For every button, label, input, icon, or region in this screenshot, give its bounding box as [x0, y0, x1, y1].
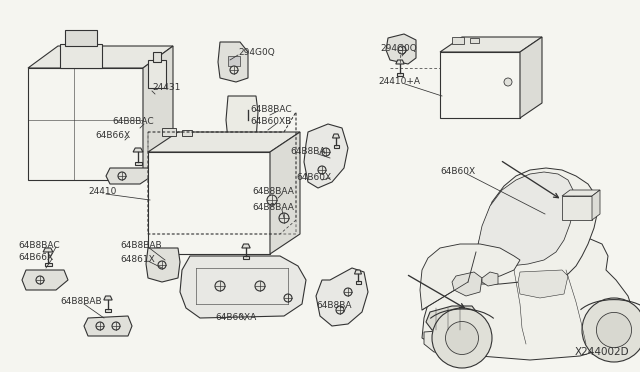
- Polygon shape: [133, 148, 143, 152]
- Bar: [65, 30, 97, 46]
- Circle shape: [215, 281, 225, 291]
- Polygon shape: [270, 132, 300, 254]
- Bar: [440, 52, 520, 118]
- Text: 64B8BAB: 64B8BAB: [120, 241, 162, 250]
- Polygon shape: [452, 272, 482, 296]
- Polygon shape: [355, 270, 362, 274]
- Polygon shape: [440, 37, 542, 52]
- Polygon shape: [468, 168, 598, 284]
- Text: 24431: 24431: [152, 83, 180, 93]
- Bar: [470, 38, 479, 43]
- Bar: [60, 44, 102, 68]
- Text: 64B8BA: 64B8BA: [290, 148, 326, 157]
- Polygon shape: [84, 316, 132, 336]
- Text: 294G0Q: 294G0Q: [238, 48, 275, 57]
- Text: 24410: 24410: [88, 187, 116, 196]
- Circle shape: [36, 276, 44, 284]
- Circle shape: [596, 312, 632, 347]
- Polygon shape: [316, 268, 368, 326]
- Circle shape: [96, 322, 104, 330]
- Polygon shape: [143, 46, 173, 180]
- Polygon shape: [218, 42, 248, 82]
- Circle shape: [432, 308, 492, 368]
- Polygon shape: [226, 96, 258, 140]
- Bar: [148, 152, 270, 254]
- Polygon shape: [28, 46, 173, 68]
- Bar: [228, 56, 240, 66]
- Polygon shape: [424, 328, 484, 354]
- Polygon shape: [422, 236, 634, 360]
- Polygon shape: [476, 172, 574, 266]
- Circle shape: [267, 195, 277, 205]
- Text: 64B60X: 64B60X: [296, 173, 331, 183]
- Polygon shape: [420, 244, 520, 310]
- Circle shape: [322, 148, 330, 156]
- Polygon shape: [592, 190, 600, 220]
- Bar: [148, 60, 166, 88]
- Text: 64B8BAA: 64B8BAA: [252, 187, 294, 196]
- Bar: [182, 130, 192, 136]
- Bar: [397, 73, 403, 76]
- Polygon shape: [396, 60, 404, 64]
- Bar: [333, 145, 339, 148]
- Polygon shape: [386, 34, 416, 64]
- Polygon shape: [180, 256, 306, 318]
- Text: 64B8BAB: 64B8BAB: [60, 298, 102, 307]
- Polygon shape: [562, 190, 600, 196]
- Bar: [243, 256, 249, 259]
- Bar: [452, 37, 464, 44]
- Text: 64B8BAC: 64B8BAC: [250, 106, 292, 115]
- Circle shape: [318, 166, 326, 174]
- Polygon shape: [43, 248, 53, 252]
- Text: 24410+A: 24410+A: [378, 77, 420, 87]
- Bar: [244, 120, 252, 123]
- Polygon shape: [148, 132, 300, 152]
- Circle shape: [398, 46, 406, 54]
- Text: 64B60XB: 64B60XB: [250, 118, 291, 126]
- Text: 64B66X: 64B66X: [95, 131, 130, 141]
- Bar: [355, 281, 360, 284]
- Circle shape: [344, 288, 352, 296]
- Circle shape: [230, 66, 238, 74]
- Bar: [28, 68, 143, 180]
- Bar: [134, 162, 141, 165]
- Polygon shape: [146, 248, 180, 282]
- Text: 64B8BA: 64B8BA: [316, 301, 351, 310]
- Text: 64861X: 64861X: [120, 254, 155, 263]
- Polygon shape: [243, 106, 253, 110]
- Polygon shape: [426, 306, 478, 332]
- Text: 64B8BAA: 64B8BAA: [252, 203, 294, 212]
- Circle shape: [255, 281, 265, 291]
- Circle shape: [284, 294, 292, 302]
- Circle shape: [158, 261, 166, 269]
- Polygon shape: [520, 37, 542, 118]
- Circle shape: [336, 306, 344, 314]
- Text: 64B8BAC: 64B8BAC: [18, 241, 60, 250]
- Text: 294G0Q: 294G0Q: [380, 44, 417, 52]
- Polygon shape: [242, 244, 250, 248]
- Text: 64B8BAC: 64B8BAC: [112, 118, 154, 126]
- Text: 64B66X: 64B66X: [18, 253, 53, 262]
- Circle shape: [504, 78, 512, 86]
- Circle shape: [118, 172, 126, 180]
- Bar: [562, 196, 592, 220]
- Circle shape: [582, 298, 640, 362]
- Circle shape: [445, 321, 479, 355]
- Polygon shape: [304, 124, 348, 188]
- Polygon shape: [104, 296, 112, 300]
- Polygon shape: [333, 134, 339, 138]
- Bar: [162, 128, 176, 136]
- Polygon shape: [106, 168, 152, 184]
- Polygon shape: [482, 272, 498, 286]
- Text: 64B60XA: 64B60XA: [215, 314, 256, 323]
- Bar: [153, 52, 161, 62]
- Polygon shape: [22, 270, 68, 290]
- Polygon shape: [518, 270, 568, 298]
- Circle shape: [279, 213, 289, 223]
- Bar: [45, 263, 51, 266]
- Text: 64B60X: 64B60X: [440, 167, 475, 176]
- Circle shape: [112, 322, 120, 330]
- Bar: [105, 309, 111, 312]
- Text: X244002D: X244002D: [575, 347, 630, 357]
